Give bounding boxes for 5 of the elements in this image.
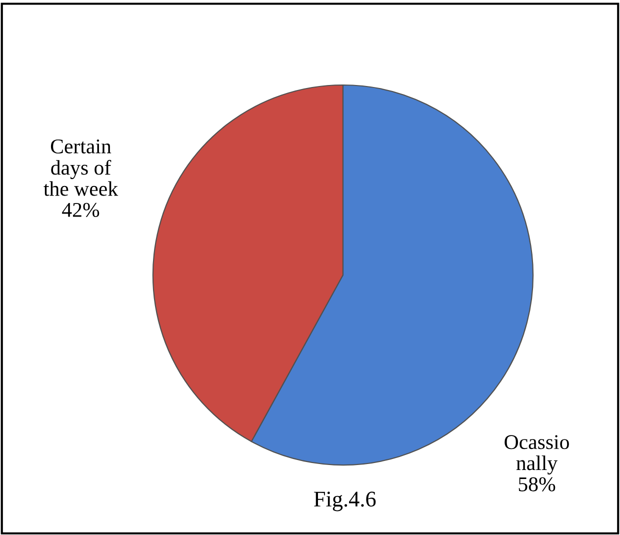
caption: Fig.4.6: [314, 492, 376, 512]
data-label: 58%: [518, 477, 556, 492]
slice-label: Certain days of the week: [44, 139, 118, 196]
slice-label: Ocassio nally: [504, 435, 569, 474]
data-label: 42%: [62, 202, 100, 218]
